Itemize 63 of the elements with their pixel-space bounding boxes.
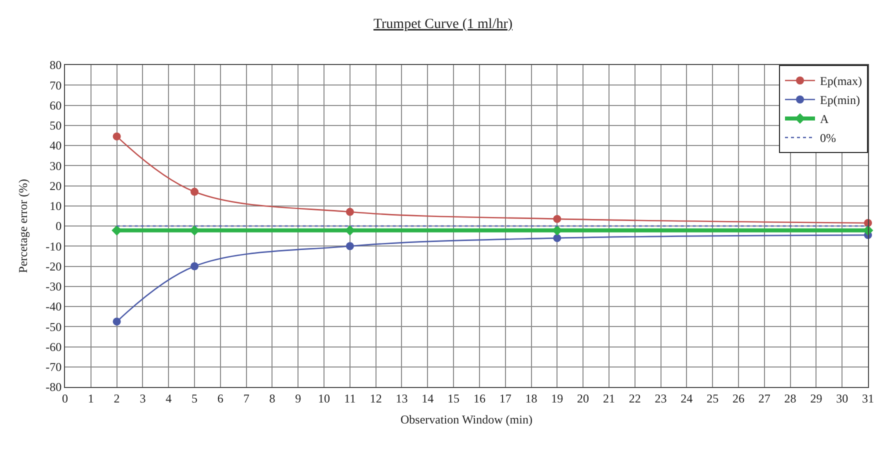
x-tick-label: 11 [344, 391, 356, 406]
legend-label: 0% [820, 131, 836, 146]
y-tick-label: -30 [46, 280, 62, 294]
y-tick-label: -40 [46, 300, 62, 314]
point [346, 242, 354, 250]
x-tick-label: 10 [318, 391, 330, 406]
y-tick-label: 60 [50, 98, 62, 112]
y-tick-label: 80 [50, 58, 62, 72]
y-tick-label: -50 [46, 320, 62, 334]
x-tick-label: 27 [758, 391, 770, 406]
x-tick-label: 25 [706, 391, 719, 406]
x-tick-label: 21 [602, 391, 615, 406]
legend-label: Ep(min) [820, 93, 860, 108]
x-tick-label: 24 [680, 391, 693, 406]
x-tick-label: 1 [88, 391, 94, 406]
x-tick-label: 6 [217, 391, 224, 406]
x-tick-label: 26 [732, 391, 744, 406]
point [346, 208, 354, 216]
x-axis-title: Observation Window (min) [400, 412, 532, 426]
point [190, 188, 199, 196]
x-tick-label: 20 [577, 391, 590, 406]
x-tick-label: 15 [448, 391, 460, 406]
y-tick-label: -60 [46, 340, 62, 354]
x-tick-label: 23 [654, 391, 667, 406]
y-tick-label: -20 [46, 259, 62, 274]
y-tick-label: 70 [50, 78, 62, 92]
x-tick-label: 13 [396, 391, 408, 406]
x-tick-label: 2 [114, 391, 120, 406]
y-tick-label: 30 [50, 158, 62, 173]
x-tick-label: 18 [525, 391, 538, 406]
legend-label: A [820, 112, 829, 126]
legend-label: Ep(max) [820, 74, 862, 88]
y-tick-label: -70 [46, 360, 62, 374]
point [112, 318, 121, 326]
y-tick-label: 0 [56, 219, 62, 234]
x-tick-label: 4 [166, 391, 172, 406]
point [553, 234, 562, 242]
x-tick-label: 14 [422, 391, 434, 406]
x-tick-label: 7 [243, 391, 250, 406]
x-tick-label: 30 [836, 391, 848, 406]
y-tick-label: -80 [46, 380, 62, 394]
point [112, 132, 121, 140]
y-tick-label: 10 [50, 199, 62, 214]
chart-title: Trumpet Curve (1 ml/hr) [373, 17, 513, 32]
x-tick-label: 3 [140, 391, 146, 406]
point [553, 214, 562, 223]
x-tick-label: 19 [551, 391, 564, 406]
x-tick-label: 16 [473, 391, 486, 406]
y-tick-label: 50 [50, 118, 62, 133]
x-tick-label: 28 [784, 391, 796, 406]
y-tick-label: 40 [50, 138, 62, 153]
y-tick-label: -10 [46, 239, 62, 254]
y-axis-title: Percetage error (%) [16, 179, 30, 273]
y-tick-label: 20 [50, 178, 62, 193]
x-tick-label: 9 [295, 391, 302, 406]
x-tick-label: 31 [862, 391, 874, 406]
x-tick-label: 29 [810, 391, 822, 406]
x-tick-label: 17 [499, 391, 512, 406]
x-tick-label: 22 [628, 391, 641, 406]
point [190, 262, 199, 270]
x-tick-label: 12 [370, 391, 382, 406]
x-tick-label: 8 [269, 391, 276, 406]
x-tick-label: 5 [192, 391, 198, 406]
